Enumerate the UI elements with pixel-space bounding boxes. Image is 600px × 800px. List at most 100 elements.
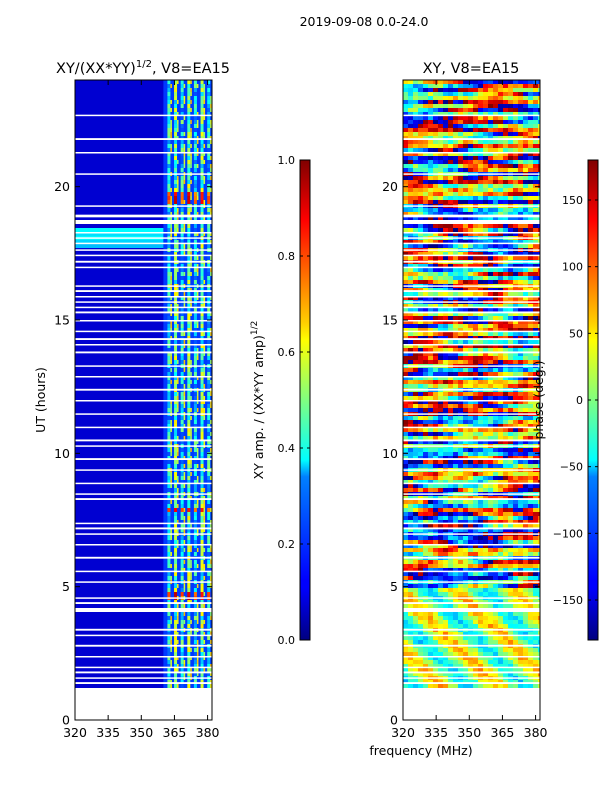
- phase-cell: [408, 104, 414, 109]
- phase-cell: [513, 464, 519, 469]
- amp-cell: [180, 440, 184, 444]
- amp-cell: [190, 304, 192, 308]
- phase-cell: [403, 328, 409, 333]
- phase-cell: [408, 360, 414, 365]
- phase-cell: [473, 92, 479, 97]
- amp-cell: [190, 160, 192, 164]
- amp-cell: [177, 604, 179, 608]
- amp-cell: [200, 356, 204, 360]
- amp-cell: [203, 108, 206, 112]
- phase-cell: [468, 112, 474, 117]
- phase-cell: [453, 416, 459, 421]
- phase-cell: [523, 480, 529, 485]
- phase-cell: [468, 160, 474, 165]
- phase-cell: [428, 176, 434, 181]
- phase-cell: [438, 408, 444, 413]
- amp-cell: [183, 528, 186, 532]
- amp-cell: [180, 664, 184, 668]
- amp-cell: [207, 292, 211, 296]
- amp-cell: [170, 132, 172, 136]
- phase-cell: [418, 228, 424, 233]
- phase-cell: [448, 304, 454, 309]
- phase-cell: [488, 144, 494, 149]
- phase-cell: [523, 316, 529, 321]
- amp-cell: [167, 168, 171, 172]
- amp-cell: [167, 152, 171, 156]
- phase-cell: [538, 348, 540, 353]
- phase-cell: [473, 416, 479, 421]
- phase-cell: [463, 216, 469, 221]
- phase-cell: [433, 380, 439, 385]
- phase-cell: [518, 276, 524, 281]
- amp-cell: [200, 544, 204, 548]
- flagged-gap: [75, 254, 212, 257]
- amp-cell: [170, 188, 172, 192]
- phase-cell: [468, 536, 474, 541]
- phase-cell: [458, 508, 464, 513]
- phase-cell: [443, 356, 449, 361]
- amp-cell: [193, 592, 197, 596]
- phase-cell: [448, 464, 454, 469]
- phase-cell: [433, 312, 439, 317]
- phase-cell: [423, 416, 429, 421]
- amp-cell: [174, 616, 178, 620]
- phase-cell: [528, 512, 534, 517]
- amp-cell: [167, 176, 171, 180]
- colorbar-tick-label: 0.8: [278, 250, 296, 263]
- y-tick-label: 20: [54, 179, 70, 194]
- amp-cell: [180, 408, 184, 412]
- phase-cell: [453, 108, 459, 113]
- phase-cell: [503, 416, 509, 421]
- phase-cell: [443, 296, 449, 301]
- phase-cell: [468, 216, 474, 221]
- phase-cell: [403, 100, 409, 105]
- phase-cell: [428, 400, 434, 405]
- phase-cell: [528, 508, 534, 513]
- phase-cell: [518, 228, 524, 233]
- phase-cell: [498, 408, 504, 413]
- phase-cell: [538, 392, 540, 397]
- amp-cell: [207, 392, 211, 396]
- amp-cell: [180, 112, 184, 116]
- amp-cell: [183, 152, 186, 156]
- phase-cell: [523, 212, 529, 217]
- phase-cell: [403, 344, 409, 349]
- amp-cell: [207, 652, 211, 656]
- phase-cell: [538, 368, 540, 373]
- phase-cell: [438, 464, 444, 469]
- phase-cell: [403, 224, 409, 229]
- amp-cell: [200, 288, 204, 292]
- amp-cell: [187, 476, 191, 480]
- amp-cell: [170, 196, 172, 200]
- phase-cell: [448, 452, 454, 457]
- amp-cell: [187, 104, 191, 108]
- phase-cell: [518, 504, 524, 509]
- phase-cell: [423, 428, 429, 433]
- phase-cell: [508, 476, 514, 481]
- amp-cell: [174, 472, 178, 476]
- phase-cell: [498, 392, 504, 397]
- amp-cell: [174, 384, 178, 388]
- phase-cell: [528, 124, 534, 129]
- amp-cell: [187, 588, 191, 592]
- amp-cell: [193, 80, 197, 84]
- amp-cell: [210, 332, 212, 336]
- phase-cell: [438, 124, 444, 129]
- phase-cell: [423, 400, 429, 405]
- phase-cell: [493, 208, 499, 213]
- amp-cell: [180, 372, 184, 376]
- phase-cell: [503, 156, 509, 161]
- phase-cell: [413, 80, 419, 85]
- phase-cell: [518, 88, 524, 93]
- phase-cell: [513, 440, 519, 445]
- phase-cell: [533, 472, 539, 477]
- amp-ratio-colorbar-label: XY amp. / (XX*YY amp)1/2: [250, 321, 266, 480]
- phase-cell: [493, 528, 499, 533]
- amp-cell: [174, 196, 178, 200]
- phase-cell: [483, 88, 489, 93]
- phase-cell: [428, 184, 434, 189]
- phase-cell: [433, 184, 439, 189]
- phase-cell: [428, 224, 434, 229]
- phase-cell: [523, 384, 529, 389]
- phase-cell: [518, 308, 524, 313]
